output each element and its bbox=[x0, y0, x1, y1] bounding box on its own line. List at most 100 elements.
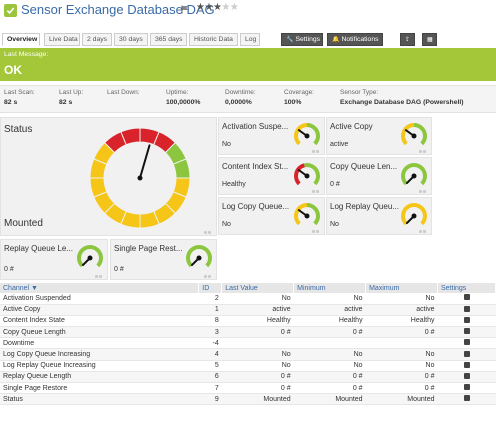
channel-cell: Single Page Restore bbox=[0, 382, 199, 395]
star-icon[interactable]: ★ bbox=[229, 2, 239, 13]
col-minimum[interactable]: Minimum bbox=[293, 283, 367, 293]
last-value-cell bbox=[221, 337, 294, 350]
tab-share-icon[interactable]: ⇪ bbox=[400, 33, 415, 46]
table-row[interactable]: Activation Suspended 2 No No No bbox=[0, 293, 496, 305]
tab-label: Live Data bbox=[49, 36, 78, 43]
sensor-header: Sensor Exchange Database DAG ★★★★★ bbox=[0, 0, 496, 31]
table-row[interactable]: Status 9 Mounted Mounted Mounted bbox=[0, 393, 496, 406]
gauge-tile[interactable]: Log Replay Queu... No bbox=[326, 197, 432, 235]
tile-options-icon[interactable] bbox=[94, 273, 104, 278]
gear-icon[interactable] bbox=[463, 316, 470, 323]
tile-options-icon[interactable] bbox=[203, 229, 213, 234]
gear-icon[interactable] bbox=[463, 384, 470, 391]
gauge-hub bbox=[411, 213, 417, 219]
tab-document-icon[interactable]: ▦ bbox=[422, 33, 437, 46]
gauge-dial bbox=[294, 123, 320, 146]
maximum-cell: active bbox=[365, 304, 438, 316]
gauge-dial bbox=[401, 163, 427, 186]
gauge-tile[interactable]: Copy Queue Len... 0 # bbox=[326, 157, 432, 195]
gear-icon[interactable] bbox=[463, 339, 470, 346]
priority-rating[interactable]: ★★★★★ bbox=[196, 2, 239, 13]
tile-options-icon[interactable] bbox=[203, 273, 213, 278]
gauge-tile[interactable]: Active Copy active bbox=[326, 117, 432, 155]
stat-key: Coverage: bbox=[284, 89, 314, 96]
tab-2-days[interactable]: 2 days bbox=[82, 33, 112, 46]
table-row[interactable]: Copy Queue Length 3 0 #0 #0 # bbox=[0, 326, 496, 339]
star-icon[interactable]: ★ bbox=[221, 2, 230, 13]
last-value-cell: 0 # bbox=[221, 326, 294, 339]
gear-icon[interactable] bbox=[463, 372, 470, 379]
stat-item: Coverage: 100% bbox=[284, 89, 314, 106]
stat-value: Exchange Database DAG (Powershell) bbox=[340, 99, 464, 106]
tile-options-icon[interactable] bbox=[418, 148, 428, 153]
table-row[interactable]: Downtime -4 bbox=[0, 337, 496, 350]
tab-30-days[interactable]: 30 days bbox=[114, 33, 148, 46]
tab-label: Overview bbox=[7, 36, 38, 43]
stat-item: Uptime: 100,0000% bbox=[166, 89, 200, 106]
table-row[interactable]: Single Page Restore 7 0 #0 #0 # bbox=[0, 382, 496, 395]
id-cell: 8 bbox=[198, 315, 222, 328]
gear-icon[interactable] bbox=[463, 305, 470, 312]
star-icon[interactable]: ★ bbox=[196, 2, 205, 13]
gauge-tile[interactable]: Replay Queue Le... 0 # bbox=[0, 239, 108, 280]
minimum-cell: 0 # bbox=[293, 371, 366, 384]
stat-key: Last Down: bbox=[107, 89, 140, 96]
flag-icon[interactable] bbox=[181, 5, 189, 14]
tab-log[interactable]: Log bbox=[240, 33, 260, 46]
star-icon[interactable]: ★ bbox=[204, 2, 213, 13]
gauge-tile-status[interactable]: Status Mounted bbox=[0, 117, 217, 236]
wrench-icon: 🔧 bbox=[286, 37, 294, 43]
stat-item: Sensor Type: Exchange Database DAG (Power… bbox=[340, 89, 464, 106]
tile-options-icon[interactable] bbox=[311, 228, 321, 233]
gear-icon[interactable] bbox=[463, 395, 470, 402]
settings-cell bbox=[437, 371, 496, 384]
gauge-tile[interactable]: Single Page Rest... 0 # bbox=[110, 239, 217, 280]
tile-options-icon[interactable] bbox=[418, 188, 428, 193]
table-row[interactable]: Log Copy Queue Increasing 4 No No No bbox=[0, 348, 496, 361]
gauge-value: No bbox=[222, 141, 231, 148]
tile-options-icon[interactable] bbox=[311, 188, 321, 193]
col-channel[interactable]: Channel ▼ bbox=[0, 283, 200, 293]
channels-table: Channel ▼ ID Last Value Minimum Maximum … bbox=[0, 283, 496, 406]
col-maximum[interactable]: Maximum bbox=[365, 283, 438, 293]
tab-label: Settings bbox=[295, 36, 321, 43]
tab-365-days[interactable]: 365 days bbox=[150, 33, 187, 46]
gear-icon[interactable] bbox=[463, 328, 470, 335]
tab-notifications[interactable]: 🔔 Notifications bbox=[327, 33, 383, 46]
tab-live-data[interactable]: Live Data bbox=[44, 33, 80, 46]
gauge-hub bbox=[304, 133, 310, 139]
gauge-tile[interactable]: Activation Suspe... No bbox=[218, 117, 325, 155]
col-id[interactable]: ID bbox=[198, 283, 223, 293]
gauge-tile[interactable]: Log Copy Queue... No bbox=[218, 197, 325, 235]
maximum-cell: Healthy bbox=[365, 315, 438, 328]
gauge-tile[interactable]: Content Index St... Healthy bbox=[218, 157, 325, 195]
gear-icon[interactable] bbox=[463, 361, 470, 368]
tab-historic-data[interactable]: Historic Data bbox=[189, 33, 238, 46]
last-value-cell: 0 # bbox=[221, 371, 294, 384]
gauge-hub bbox=[411, 133, 417, 139]
gauge-dial bbox=[294, 163, 320, 186]
tab-overview[interactable]: Overview bbox=[2, 33, 40, 46]
gauge-dial bbox=[294, 203, 320, 226]
star-icon[interactable]: ★ bbox=[212, 2, 222, 13]
stat-value: 0,0000% bbox=[225, 99, 252, 106]
tile-options-icon[interactable] bbox=[311, 148, 321, 153]
gauge-value: Mounted bbox=[4, 218, 43, 229]
gear-icon[interactable] bbox=[463, 350, 470, 357]
maximum-cell: No bbox=[365, 360, 438, 372]
table-header-row: Channel ▼ ID Last Value Minimum Maximum … bbox=[0, 283, 496, 293]
tab-settings[interactable]: 🔧 Settings bbox=[281, 33, 323, 46]
stat-key: Uptime: bbox=[166, 89, 189, 96]
table-row[interactable]: Active Copy 1 active active active bbox=[0, 304, 496, 316]
tile-options-icon[interactable] bbox=[418, 228, 428, 233]
table-row[interactable]: Log Replay Queue Increasing 5 No No No bbox=[0, 360, 496, 372]
gauge-value: No bbox=[222, 221, 231, 228]
table-row[interactable]: Replay Queue Length 6 0 #0 #0 # bbox=[0, 371, 496, 384]
table-row[interactable]: Content Index State 8 Healthy Healthy Health… bbox=[0, 315, 496, 328]
last-value-cell: Mounted bbox=[221, 393, 294, 406]
tab-label: Log bbox=[245, 36, 257, 43]
col-last-value[interactable]: Last Value bbox=[221, 283, 295, 293]
last-value-cell: No bbox=[221, 293, 294, 305]
gear-icon[interactable] bbox=[463, 294, 470, 301]
minimum-cell: No bbox=[293, 360, 366, 372]
